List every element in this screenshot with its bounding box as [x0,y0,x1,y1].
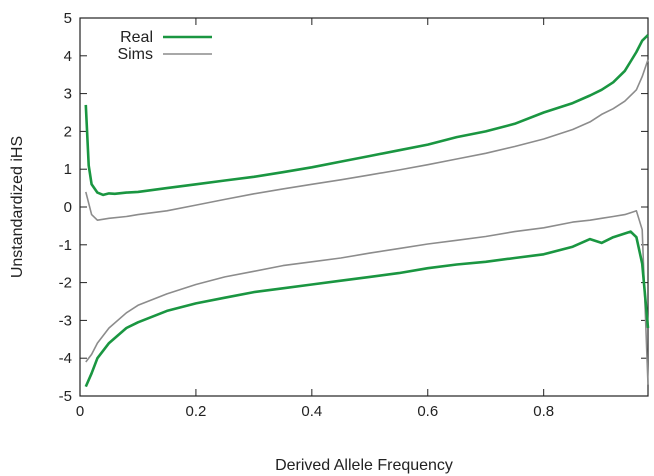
y-tick-label: 2 [64,123,72,140]
x-tick-label: 0 [76,403,84,420]
y-tick-label: 3 [64,86,72,103]
x-axis-title: Derived Allele Frequency [275,457,453,474]
y-axis: 5 4 3 2 1 0 -1 -2 -3 -4 -5 [59,10,648,405]
y-tick-label: 4 [64,48,72,65]
y-tick-label: 0 [64,199,72,216]
x-tick-label: 0.8 [533,403,554,420]
plot-frame [79,17,649,397]
x-axis: 0 0.2 0.4 0.6 0.8 [76,18,554,420]
y-tick-label: -1 [59,237,72,254]
series-lines [84,34,650,388]
y-axis-title: Unstandardized iHS [9,136,26,278]
y-tick-label: -4 [59,350,72,367]
x-tick-label: 0.2 [185,403,206,420]
y-tick-label: -3 [59,312,72,329]
series-line-real-upper [84,34,649,197]
y-tick-label: -2 [59,275,72,292]
x-tick-label: 0.6 [417,403,438,420]
y-tick-label: -5 [59,388,72,405]
y-tick-label: 1 [64,161,72,178]
series-line-sims-upper [85,59,649,221]
x-tick-label: 0.4 [301,403,322,420]
series-line-real-lower [84,230,650,388]
plot-area [79,17,649,397]
y-tick-label: 5 [64,10,72,27]
legend-label: Sims [117,46,153,63]
legend-label: Real [120,29,153,46]
series-line-sims-lower [85,210,649,385]
